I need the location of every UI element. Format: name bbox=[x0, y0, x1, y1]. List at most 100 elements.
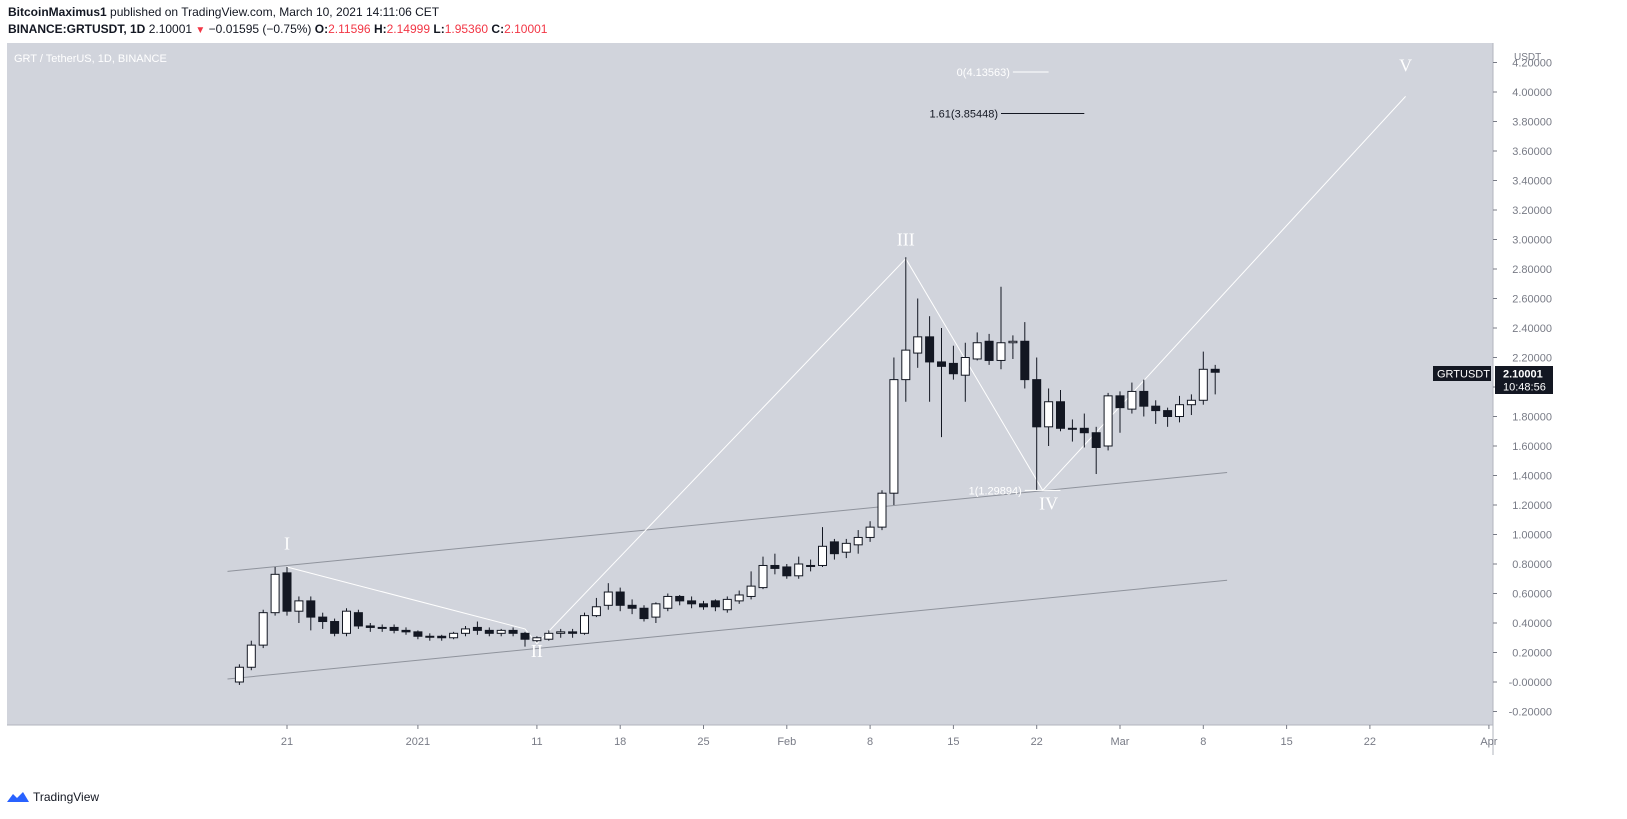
candle bbox=[841, 538, 851, 559]
candle-body-down bbox=[437, 635, 447, 639]
candle-body-up bbox=[996, 342, 1006, 361]
y-tick-label: 3.60000 bbox=[1512, 146, 1552, 158]
x-tick-label: Mar bbox=[1111, 736, 1130, 748]
y-tick-label: 2.60000 bbox=[1512, 294, 1552, 306]
tradingview-logo-icon bbox=[7, 792, 29, 802]
x-tick-label: Apr bbox=[1480, 736, 1497, 748]
candle-body-up bbox=[532, 637, 542, 642]
candle-body-down bbox=[1079, 427, 1089, 434]
candle bbox=[877, 490, 887, 531]
candle bbox=[1163, 407, 1173, 427]
candle-body-up bbox=[496, 629, 506, 634]
candle bbox=[496, 628, 506, 637]
candle bbox=[1044, 388, 1054, 446]
candle bbox=[651, 602, 661, 623]
candle bbox=[1175, 395, 1184, 423]
candle bbox=[984, 333, 994, 365]
x-tick-label: 25 bbox=[697, 736, 709, 748]
candle bbox=[937, 328, 946, 438]
candle-body-down bbox=[1032, 379, 1042, 428]
y-tick-label: 3.00000 bbox=[1512, 235, 1552, 247]
candle bbox=[972, 332, 982, 361]
y-tick-label: 3.40000 bbox=[1512, 176, 1552, 188]
candle-body-up bbox=[734, 594, 744, 602]
candle-body-down bbox=[829, 541, 839, 555]
candle bbox=[1067, 419, 1077, 442]
candle bbox=[425, 633, 435, 641]
candle-body-down bbox=[1056, 401, 1065, 429]
candle bbox=[948, 345, 958, 380]
symbol-tag-bg bbox=[1433, 366, 1491, 381]
wave-label: V bbox=[1399, 55, 1412, 75]
candle bbox=[1091, 426, 1101, 475]
symbol-label: BINANCE:GRTUSDT, 1D bbox=[8, 22, 146, 36]
candle-body-down bbox=[353, 612, 363, 627]
candle bbox=[806, 559, 816, 572]
candle-body-down bbox=[1091, 432, 1101, 448]
candle-body-up bbox=[889, 379, 899, 494]
candle-body-up bbox=[425, 635, 435, 638]
candle bbox=[710, 599, 720, 612]
y-axis[interactable]: 4.20000 4.00000 3.80000 3.60000 3.40000 3.200… bbox=[1493, 58, 1552, 719]
author-name[interactable]: BitcoinMaximus1 bbox=[8, 5, 107, 19]
price-tag-bg bbox=[1495, 366, 1553, 394]
candle-body-up bbox=[972, 342, 982, 360]
candle-body-up bbox=[651, 603, 661, 618]
x-axis[interactable]: 21 2021 11 18 25 Feb 8 15 22 Mar 8 15 22 Apr bbox=[281, 725, 1498, 748]
wave-label: II bbox=[531, 641, 543, 661]
candle bbox=[818, 527, 827, 567]
candle bbox=[1032, 357, 1042, 491]
candle bbox=[889, 357, 899, 505]
candle bbox=[960, 342, 970, 402]
candle bbox=[913, 298, 923, 368]
candle bbox=[758, 556, 768, 590]
price-tag-value: 2.10001 bbox=[1503, 369, 1543, 381]
candle-body-down bbox=[365, 625, 375, 628]
y-tick-label: 0.40000 bbox=[1512, 618, 1552, 630]
candle bbox=[1186, 394, 1196, 416]
candle bbox=[437, 634, 447, 641]
candle-body-up bbox=[663, 595, 673, 609]
candle-body-up bbox=[1067, 427, 1077, 430]
candle-body-down bbox=[948, 362, 958, 375]
candle bbox=[401, 627, 411, 635]
high-label: H: bbox=[373, 22, 387, 36]
candle-body-up bbox=[877, 492, 887, 528]
y-tick-label: 1.00000 bbox=[1512, 530, 1552, 542]
y-tick-label: 3.80000 bbox=[1512, 117, 1552, 129]
y-tick-label: 1.60000 bbox=[1512, 441, 1552, 453]
candle bbox=[1079, 413, 1089, 448]
candle-body-up bbox=[806, 564, 816, 567]
currency-label: USDT bbox=[1514, 52, 1541, 63]
x-tick-label: 15 bbox=[1280, 736, 1292, 748]
down-arrow-icon: ▼ bbox=[195, 25, 206, 36]
candle bbox=[1056, 389, 1065, 432]
candle-body-down bbox=[1115, 395, 1125, 409]
symbol-tag: GRTUSDT bbox=[1437, 369, 1490, 381]
open-label: O: bbox=[314, 22, 329, 36]
candle bbox=[1151, 400, 1161, 424]
candles bbox=[234, 257, 1220, 685]
candle bbox=[1008, 335, 1018, 359]
candle bbox=[1139, 379, 1149, 417]
candle-body-up bbox=[294, 600, 304, 612]
candle bbox=[853, 530, 863, 554]
candle bbox=[794, 556, 804, 579]
plot-area[interactable] bbox=[7, 43, 1493, 725]
candle bbox=[484, 627, 494, 637]
candle-body-up bbox=[544, 632, 554, 640]
candle-body-down bbox=[306, 600, 316, 618]
x-tick-label: 11 bbox=[531, 736, 542, 748]
wave-polyline bbox=[286, 96, 1406, 645]
x-tick-label: 22 bbox=[1364, 736, 1376, 748]
candle bbox=[996, 286, 1006, 370]
candle bbox=[770, 553, 780, 575]
candle-body-down bbox=[413, 631, 423, 637]
candle-body-down bbox=[401, 629, 411, 633]
candle-body-down bbox=[770, 564, 780, 569]
candle bbox=[508, 627, 518, 637]
candle-body-up bbox=[853, 536, 863, 546]
candle-body-up bbox=[449, 632, 459, 639]
candle bbox=[627, 599, 637, 615]
